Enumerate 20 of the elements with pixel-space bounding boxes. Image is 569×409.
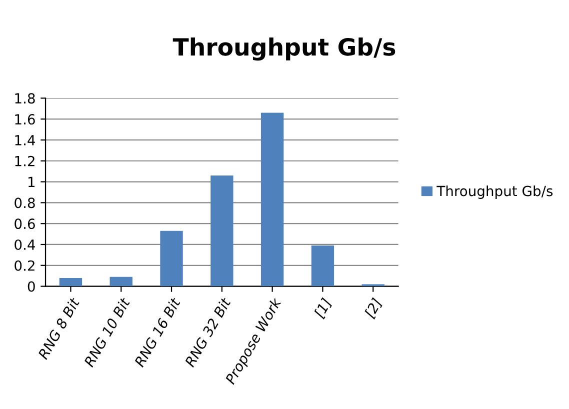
y-tick-label: 0.2 [14, 260, 34, 271]
y-tick-label: 0.6 [14, 218, 35, 230]
y-tick-label: 1.6 [15, 114, 35, 125]
bar [160, 230, 183, 286]
bar [210, 176, 234, 286]
y-tick-label: 0.8 [14, 198, 35, 208]
bar [311, 246, 334, 286]
x-tick-label: [1] [313, 297, 334, 320]
y-tick-label: 1 [28, 176, 35, 188]
y-tick-label: 0.4 [14, 239, 36, 250]
y-tick-label: 0 [28, 281, 35, 292]
y-tick-label: 1.8 [15, 93, 35, 104]
bar [110, 276, 132, 286]
bar [59, 278, 82, 286]
y-tick-label: 1.2 [15, 156, 34, 166]
bar [260, 112, 284, 286]
legend-label: Throughput Gb/s [436, 186, 553, 199]
chart-title: Throughput Gb/s [172, 38, 396, 61]
x-tick-label: [2] [364, 297, 384, 320]
y-tick-label: 1.4 [15, 135, 36, 146]
